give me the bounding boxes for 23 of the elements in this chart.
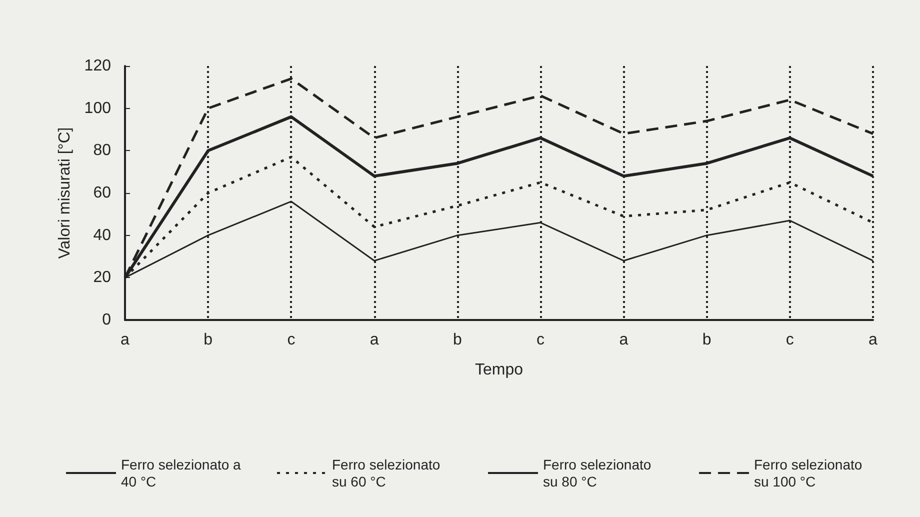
legend-label: Ferro selezionato su 100 °C	[754, 456, 866, 490]
x-tick-label: c	[287, 332, 296, 348]
y-tick-label: 20	[93, 269, 112, 286]
x-tick-label: b	[702, 332, 712, 348]
x-tick-label: c	[786, 332, 794, 348]
x-tick-label: a	[619, 332, 628, 348]
legend-label: Ferro selezionato su 80 °C	[543, 456, 656, 490]
y-tick-label: 40	[93, 226, 112, 244]
legend-label: Ferro selezionato su 60 °C	[332, 456, 444, 490]
y-tick-label: 0	[102, 312, 112, 328]
x-tick-label: a	[120, 332, 130, 348]
y-tick-label: 60	[93, 184, 112, 202]
x-tick-label: b	[452, 332, 462, 348]
y-tick-label: 100	[84, 100, 112, 117]
x-tick-label: a	[370, 332, 379, 348]
x-tick-label: c	[536, 332, 545, 348]
legend-label: Ferro selezionato a 40 °C	[121, 456, 245, 490]
y-tick-label: 120	[84, 58, 112, 74]
x-tick-label: b	[204, 332, 213, 348]
x-axis-title: Tempo	[474, 362, 524, 378]
y-tick-label: 80	[93, 142, 112, 160]
x-tick-label: a	[868, 332, 878, 348]
y-axis-title: Valori misurati [°C]	[56, 127, 74, 259]
